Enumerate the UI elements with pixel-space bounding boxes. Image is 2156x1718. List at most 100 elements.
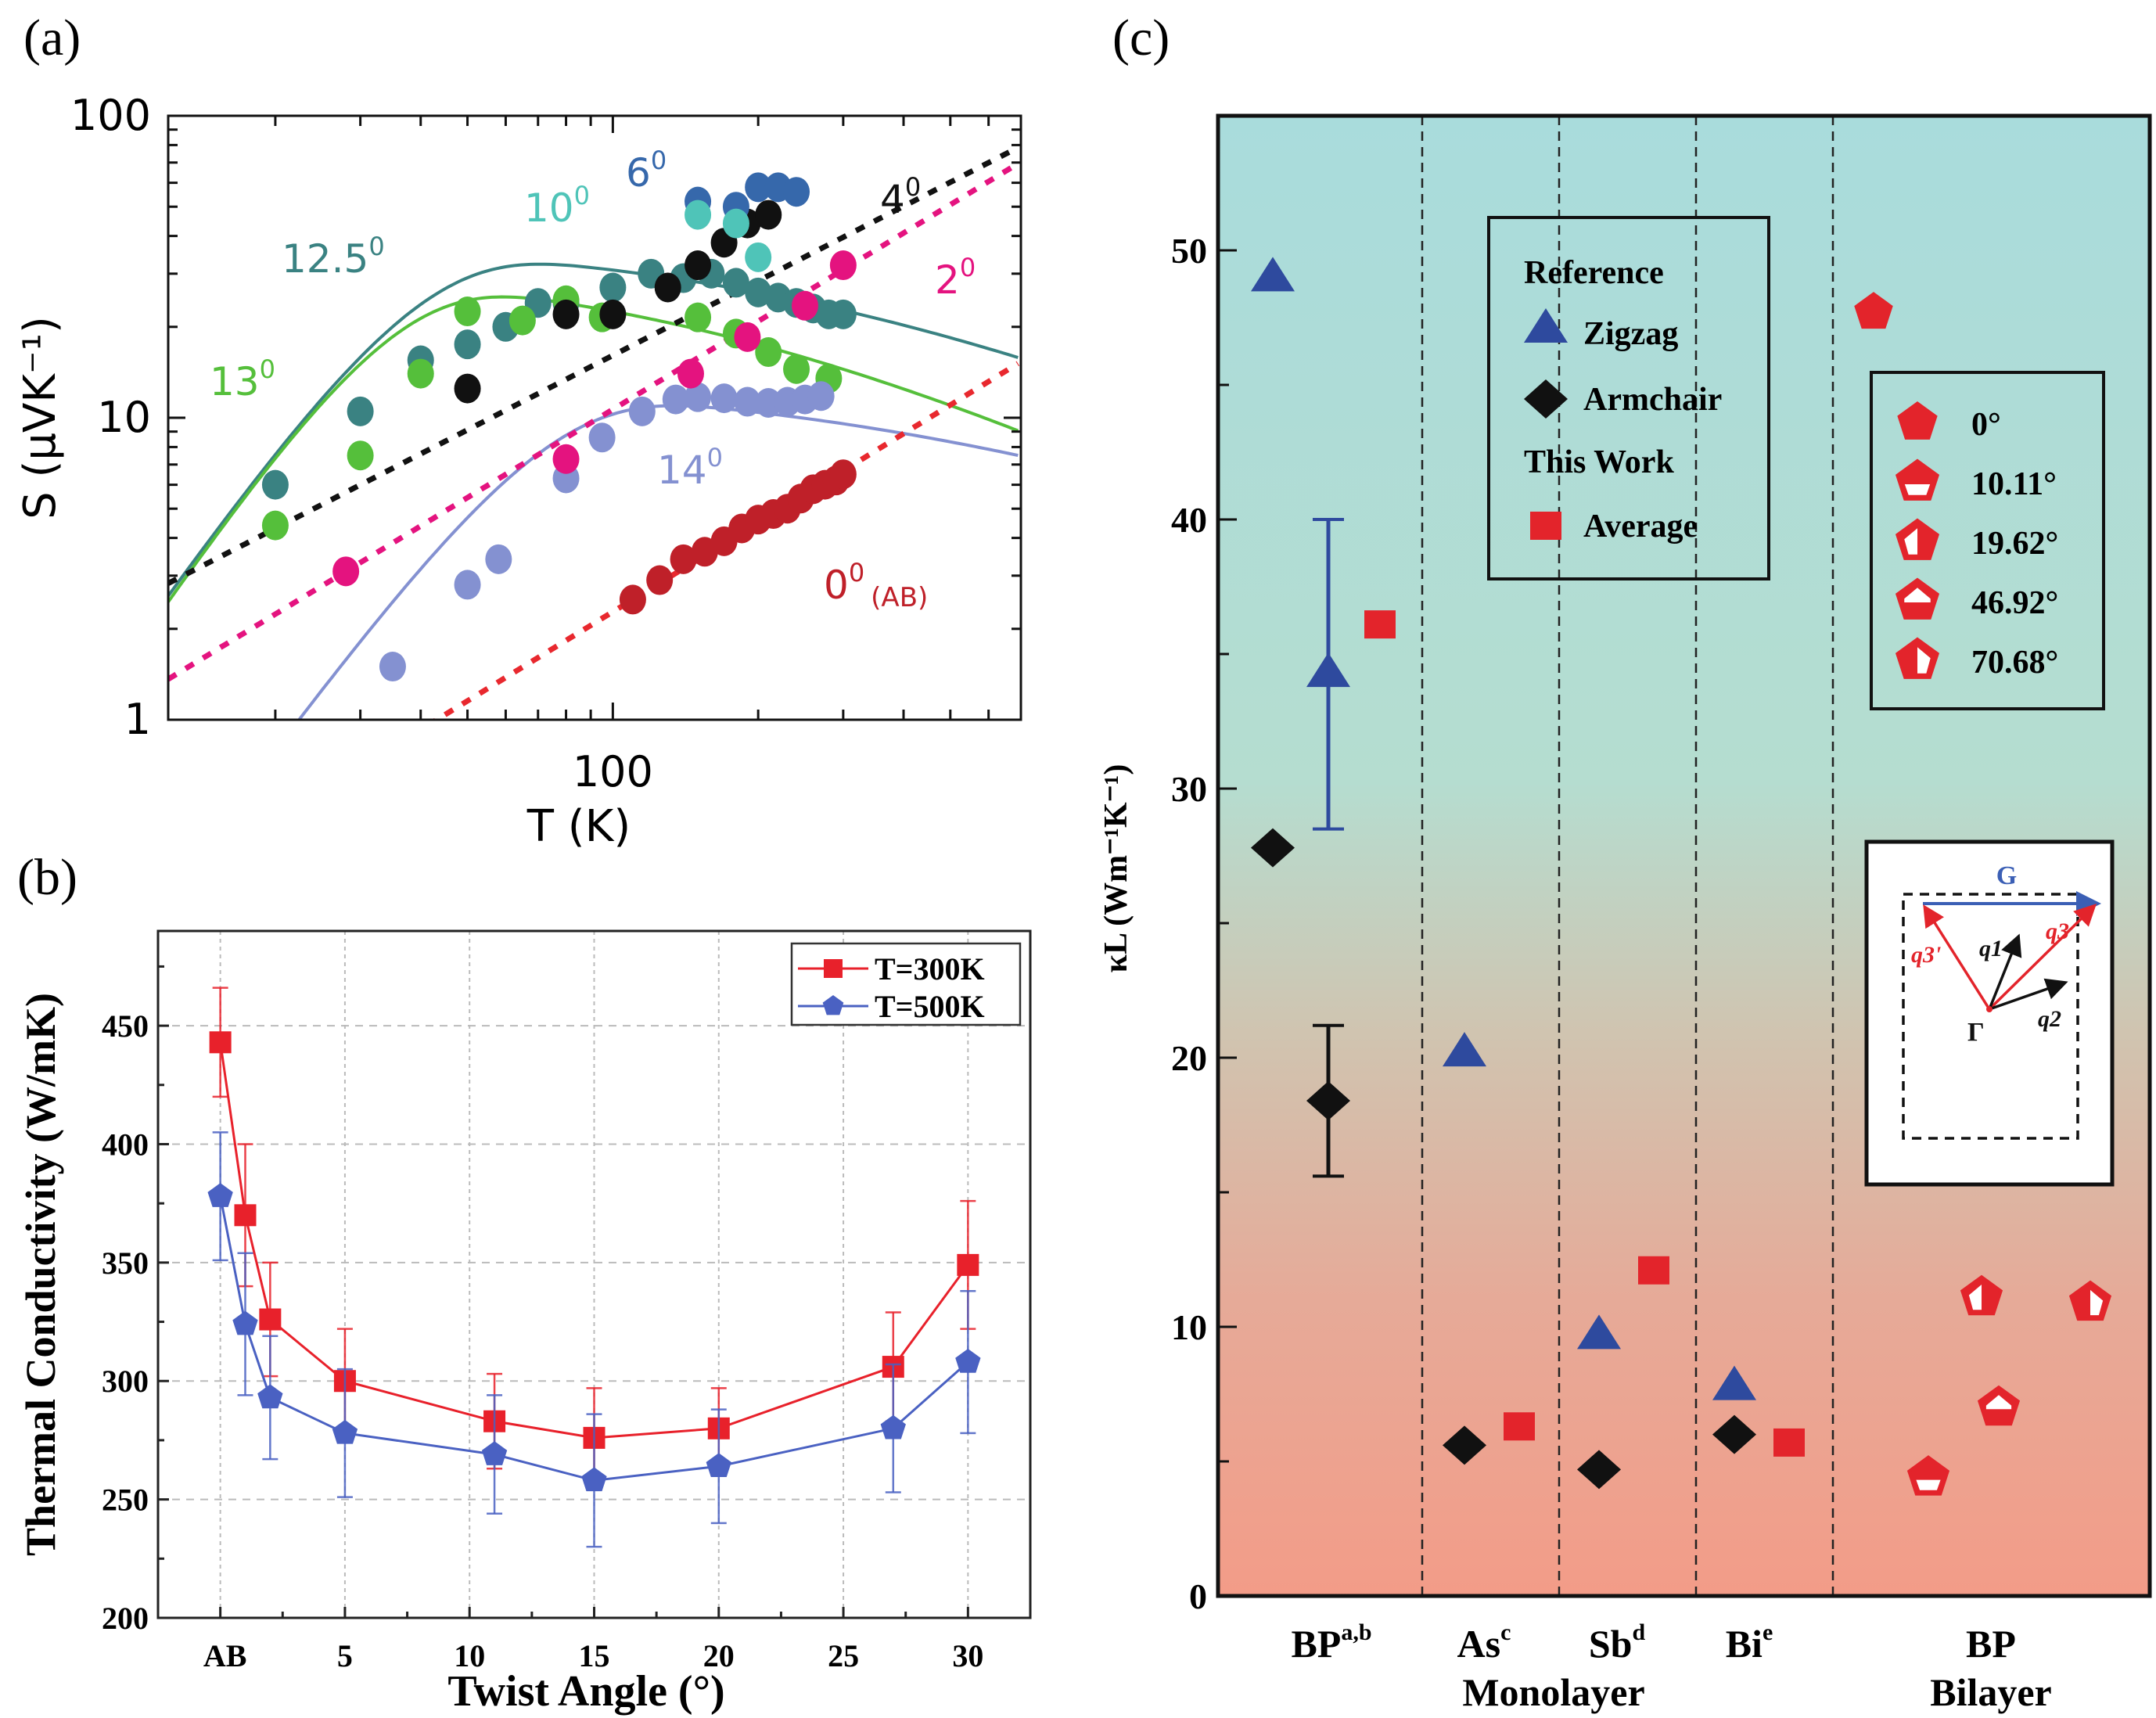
data-point bbox=[829, 459, 857, 490]
data-point bbox=[407, 358, 434, 389]
data-point bbox=[685, 302, 712, 332]
pentagon-white-part bbox=[1917, 647, 1931, 674]
series-label-sub: (AB) bbox=[871, 582, 928, 613]
data-point bbox=[677, 358, 704, 389]
marker-square bbox=[1504, 1412, 1535, 1441]
inset-label-q3prime: q3' bbox=[1911, 942, 1941, 968]
data-point-square bbox=[259, 1308, 282, 1331]
series-label-main: 10 bbox=[524, 185, 574, 231]
marker-triangle bbox=[1524, 308, 1568, 343]
series-label: 40 bbox=[880, 172, 921, 222]
panel-b: (b) AB 5 10 15 20 25 30 200 250 300 350 400 450 Twist … bbox=[17, 849, 1032, 1716]
series-label-main: 0 bbox=[824, 562, 849, 608]
category-label-sup: c bbox=[1500, 1619, 1511, 1645]
series-label-main: 4 bbox=[880, 177, 905, 222]
marker-pentagon bbox=[1854, 292, 1893, 329]
y-tick-label: 350 bbox=[102, 1245, 149, 1281]
data-point bbox=[454, 329, 481, 360]
series-a-7 bbox=[619, 459, 857, 615]
series-b-1 bbox=[207, 1131, 981, 1548]
marker-pentagon bbox=[1960, 1274, 2003, 1316]
y-tick-label: 30 bbox=[1171, 769, 1207, 809]
data-point bbox=[745, 242, 772, 272]
series-label-main: 14 bbox=[657, 447, 707, 493]
panel-label-a: (a) bbox=[23, 9, 81, 66]
data-point bbox=[783, 354, 810, 384]
data-point bbox=[347, 440, 374, 471]
x-axis-label: Twist Angle (°) bbox=[447, 1667, 724, 1716]
series-a-6 bbox=[685, 199, 772, 272]
fit-line-4 bbox=[168, 145, 1019, 586]
marker-pentagon bbox=[1895, 577, 1940, 620]
series-label-sup: 0 bbox=[707, 443, 723, 473]
data-point-square bbox=[234, 1204, 257, 1227]
data-point bbox=[685, 250, 712, 281]
angle-legend-box bbox=[1870, 371, 2105, 710]
y-tick-label: 450 bbox=[102, 1008, 149, 1044]
marker-triangle bbox=[1306, 652, 1350, 688]
data-point bbox=[628, 396, 656, 426]
marker-diamond bbox=[1443, 1425, 1486, 1465]
pentagon-outline bbox=[2068, 1280, 2112, 1321]
data-point-pentagon bbox=[481, 1441, 508, 1465]
group-caption-bilayer: Bilayer bbox=[1930, 1670, 2052, 1714]
data-point bbox=[261, 510, 289, 541]
series-label: 100 bbox=[524, 181, 590, 231]
marker-pentagon bbox=[1897, 401, 1938, 440]
fit-curve-13 bbox=[168, 295, 1019, 603]
marker-square bbox=[1773, 1428, 1805, 1457]
marker-diamond bbox=[1524, 379, 1568, 419]
y-axis-label: S (μVK⁻¹) bbox=[15, 316, 66, 519]
data-point-pentagon bbox=[706, 1453, 731, 1477]
series-label-main: 6 bbox=[626, 150, 651, 196]
y-tick-label: 40 bbox=[1171, 500, 1207, 540]
series-label-sup: 0 bbox=[960, 253, 976, 282]
series-label: 60 bbox=[626, 146, 667, 196]
inset-label-gamma: Γ bbox=[1967, 1018, 1985, 1047]
data-point bbox=[670, 544, 697, 574]
category-label-sup: e bbox=[1763, 1619, 1773, 1645]
series-label: 20 bbox=[935, 253, 976, 303]
inset-label-q1: q1 bbox=[1979, 936, 2003, 961]
pentagon-outline bbox=[1960, 1274, 2003, 1316]
series-label-sup: 0 bbox=[905, 172, 921, 202]
data-point bbox=[755, 199, 782, 230]
series-label-main: 13 bbox=[210, 359, 260, 404]
data-point bbox=[734, 386, 761, 417]
data-point bbox=[619, 584, 646, 615]
series-label-sup: 0 bbox=[368, 232, 384, 261]
data-point bbox=[722, 208, 749, 239]
series-label: 140 bbox=[657, 443, 723, 493]
data-point bbox=[588, 422, 616, 453]
vector-q1-arrow bbox=[1988, 933, 2022, 1010]
series-label: 130 bbox=[210, 354, 275, 404]
x-tick-label: AB bbox=[203, 1638, 247, 1673]
data-point bbox=[599, 299, 627, 329]
data-point bbox=[332, 556, 360, 587]
marker-pentagon bbox=[1906, 1455, 1950, 1496]
pentagon-body bbox=[1854, 292, 1893, 329]
vector-q3prime-arrow bbox=[1923, 904, 1991, 1010]
pentagon-body bbox=[1897, 401, 1938, 440]
pentagon-outline bbox=[1977, 1385, 2021, 1426]
marker-square bbox=[1530, 512, 1561, 540]
category-label-main: BP bbox=[1291, 1622, 1341, 1666]
vector-q2-arrow bbox=[1989, 978, 2068, 1011]
angle-legend-label: 70.68° bbox=[1971, 645, 2058, 681]
marker-triangle bbox=[1712, 1365, 1756, 1400]
panel-label-c: (c) bbox=[1112, 9, 1170, 66]
data-point bbox=[485, 544, 512, 574]
angle-legend-label: 0° bbox=[1971, 407, 2001, 443]
legend-label: T=500K bbox=[875, 989, 985, 1024]
series-label-main: 2 bbox=[935, 257, 960, 303]
pentagon-white-part bbox=[1904, 528, 1917, 555]
pentagon-white-part bbox=[1968, 1285, 1982, 1310]
data-point-square bbox=[209, 1031, 232, 1054]
panel-label-b: (b) bbox=[17, 849, 77, 906]
data-point bbox=[552, 444, 580, 474]
inset-label-q2: q2 bbox=[2038, 1006, 2061, 1032]
data-point-pentagon bbox=[332, 1419, 358, 1444]
data-point bbox=[745, 172, 772, 203]
